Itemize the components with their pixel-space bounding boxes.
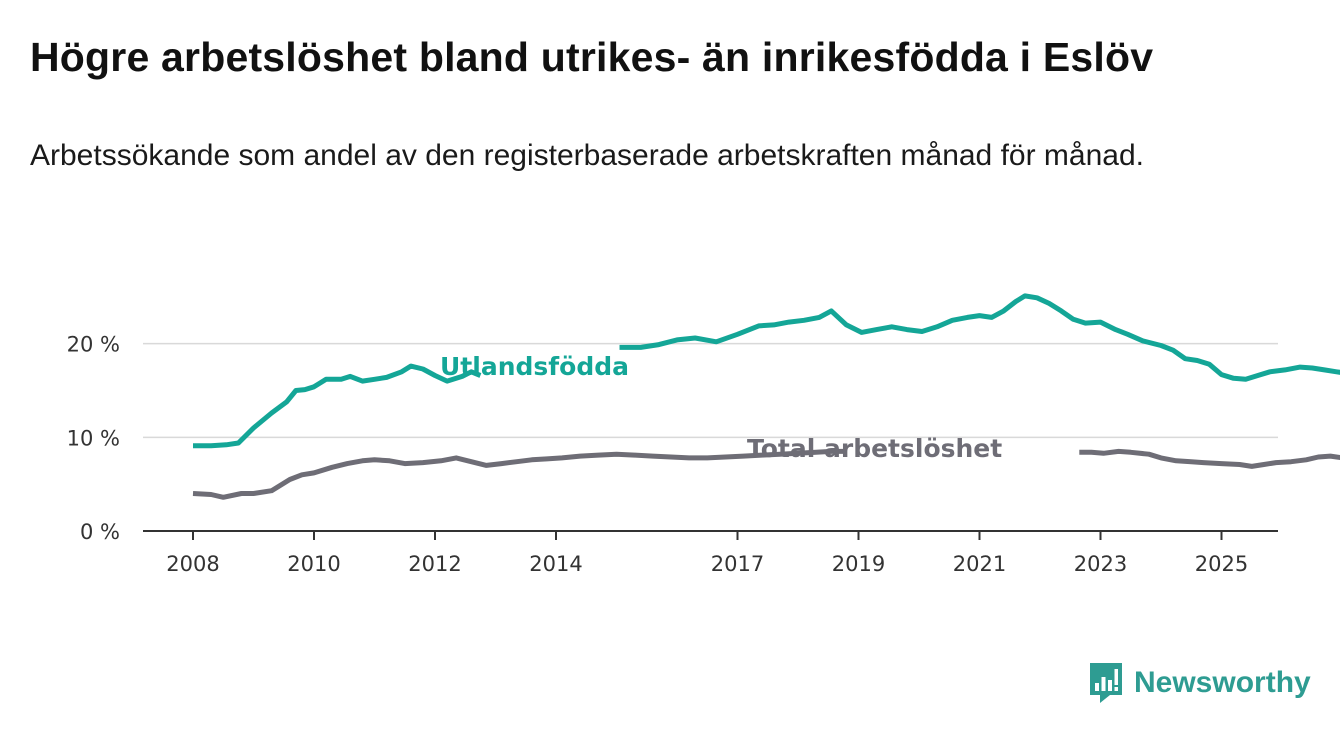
brand-logo: Newsworthy [1088, 660, 1311, 706]
newsworthy-bar-chart-icon [1090, 663, 1122, 703]
x-tick-label: 2023 [1074, 552, 1127, 576]
x-tick-label: 2012 [408, 552, 461, 576]
series-label-total: Total arbetslöshet [747, 434, 1002, 463]
series-line-utlandsfodda [619, 293, 1340, 382]
series-label-utlandsfodda: Utlandsfödda [440, 352, 629, 381]
y-tick-label: 10 % [67, 426, 120, 450]
x-tick-label: 2014 [529, 552, 582, 576]
series-line-total [1079, 448, 1340, 469]
x-tick-label: 2017 [711, 552, 764, 576]
brand-name: Newsworthy [1134, 666, 1311, 699]
x-tick-label: 2008 [166, 552, 219, 576]
chart-title: Högre arbetslöshet bland utrikes- än inr… [30, 34, 1154, 80]
x-tick-label: 2025 [1195, 552, 1248, 576]
x-tick-label: 2021 [953, 552, 1006, 576]
x-tick-label: 2019 [832, 552, 885, 576]
x-tick-label: 2010 [287, 552, 340, 576]
y-tick-label: 0 % [80, 520, 120, 544]
chart-subtitle: Arbetssökande som andel av den registerb… [30, 139, 1144, 172]
y-tick-label: 20 % [67, 333, 120, 357]
series-line-total [192, 448, 847, 500]
series-line-utlandsfodda [193, 363, 482, 449]
